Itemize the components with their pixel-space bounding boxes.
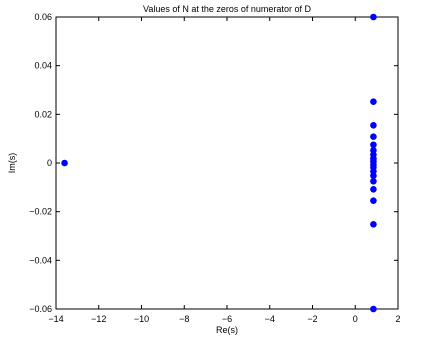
data-point bbox=[370, 141, 377, 149]
y-tick-label: 0 bbox=[47, 158, 52, 168]
data-point bbox=[370, 305, 377, 313]
y-tick-label: 0.04 bbox=[34, 61, 52, 71]
data-point bbox=[370, 177, 377, 185]
data-point bbox=[370, 172, 377, 179]
data-point bbox=[370, 221, 377, 228]
y-axis: −0.06 −0.04 −0.02 0 0.02 0.04 0.06 bbox=[29, 12, 398, 314]
y-tick-label: 0.06 bbox=[34, 12, 52, 22]
x-tick-label: −6 bbox=[222, 314, 232, 324]
x-tick-label: 0 bbox=[353, 314, 358, 324]
x-tick-label: −10 bbox=[134, 314, 149, 324]
x-tick-label: −12 bbox=[91, 314, 106, 324]
plot-area bbox=[55, 16, 399, 310]
x-tick-label: −4 bbox=[265, 314, 275, 324]
x-axis: −14 −12 −10 −8 −6 −4 −2 0 2 bbox=[48, 17, 401, 324]
x-tick-label: −2 bbox=[307, 314, 317, 324]
data-series bbox=[61, 13, 377, 313]
x-axis-label: Re(s) bbox=[216, 325, 238, 335]
x-tick-label: 2 bbox=[395, 314, 400, 324]
y-tick-label: −0.02 bbox=[29, 207, 52, 217]
x-tick-label: −14 bbox=[48, 314, 63, 324]
y-axis-label: Im(s) bbox=[7, 153, 17, 174]
data-point bbox=[370, 197, 377, 205]
data-point bbox=[370, 98, 377, 105]
data-point bbox=[370, 185, 377, 193]
chart-title: Values of N at the zeros of numerator of… bbox=[143, 4, 311, 14]
x-tick-label: −8 bbox=[179, 314, 189, 324]
data-point bbox=[370, 13, 377, 21]
y-tick-label: −0.06 bbox=[29, 304, 52, 314]
data-point bbox=[370, 133, 377, 141]
y-tick-label: −0.04 bbox=[29, 255, 52, 265]
data-point bbox=[61, 159, 68, 167]
y-tick-label: 0.02 bbox=[34, 109, 52, 119]
data-point bbox=[370, 121, 377, 129]
